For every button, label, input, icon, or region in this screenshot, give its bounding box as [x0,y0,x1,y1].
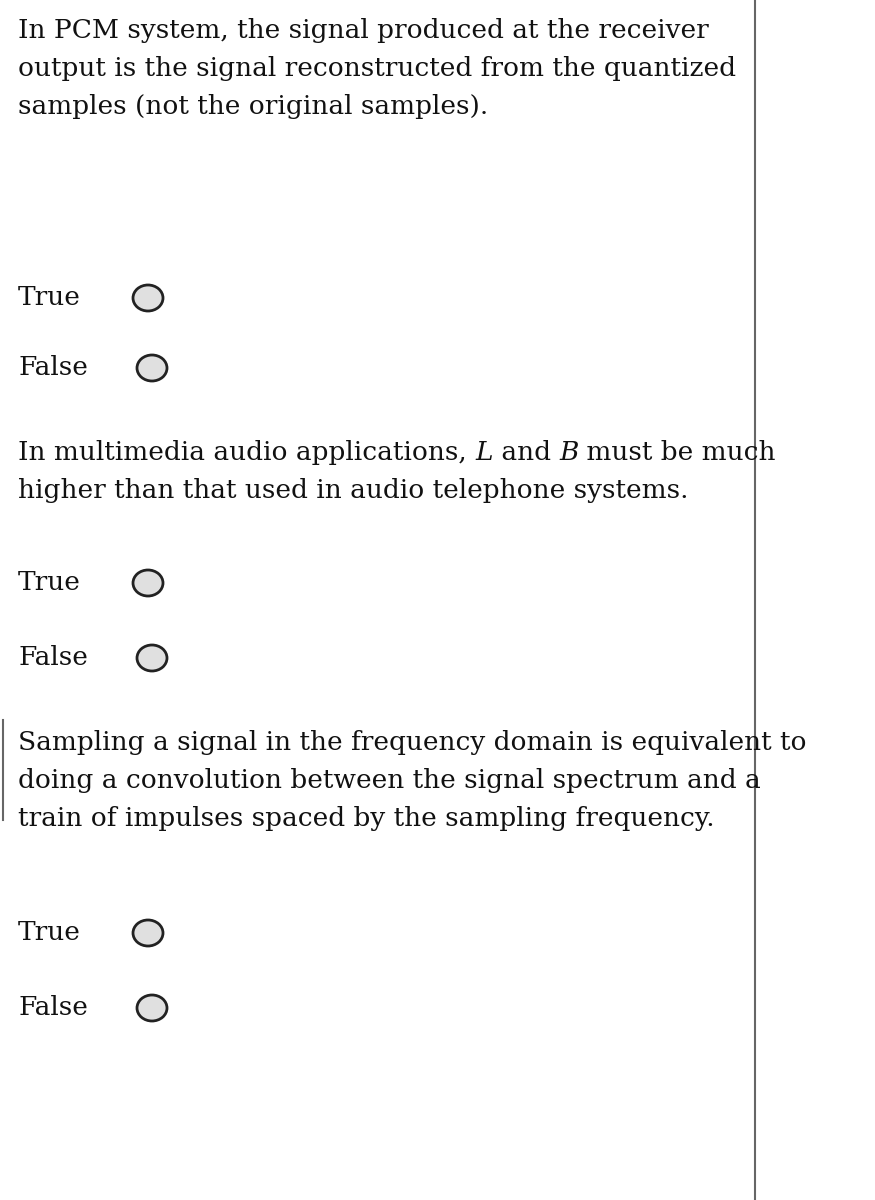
Text: In multimedia audio applications,: In multimedia audio applications, [18,440,475,464]
Ellipse shape [133,920,163,946]
Text: False: False [18,646,88,670]
Text: samples (not the original samples).: samples (not the original samples). [18,94,488,119]
Text: L: L [475,440,493,464]
Ellipse shape [133,284,163,311]
Text: B: B [559,440,578,464]
Text: False: False [18,355,88,380]
Text: True: True [18,284,80,310]
Text: output is the signal reconstructed from the quantized: output is the signal reconstructed from … [18,56,736,80]
Text: False: False [18,995,88,1020]
Text: Sampling a signal in the frequency domain is equivalent to: Sampling a signal in the frequency domai… [18,730,807,755]
Ellipse shape [137,995,167,1021]
Text: True: True [18,920,80,946]
Ellipse shape [133,570,163,596]
Ellipse shape [137,646,167,671]
Text: doing a convolution between the signal spectrum and a: doing a convolution between the signal s… [18,768,760,793]
Text: must be much: must be much [578,440,776,464]
Text: In PCM system, the signal produced at the receiver: In PCM system, the signal produced at th… [18,18,709,43]
Ellipse shape [137,355,167,382]
Text: True: True [18,570,80,595]
Text: train of impulses spaced by the sampling frequency.: train of impulses spaced by the sampling… [18,806,715,830]
Text: and: and [493,440,559,464]
Text: higher than that used in audio telephone systems.: higher than that used in audio telephone… [18,478,689,503]
